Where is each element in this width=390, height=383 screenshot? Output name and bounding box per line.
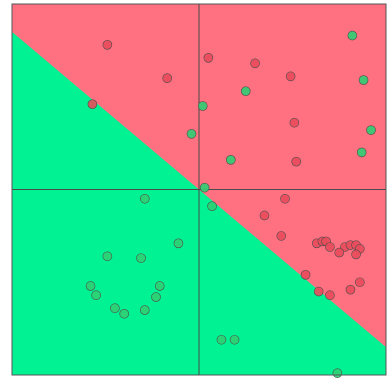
red-data-point (355, 277, 365, 288)
green-data-point (139, 305, 150, 315)
red-data-point (325, 242, 335, 252)
red-data-point (291, 156, 302, 167)
green-data-point (102, 251, 113, 262)
red-data-point (285, 71, 296, 82)
scatter-points (85, 30, 376, 378)
green-data-point (199, 182, 210, 193)
green-data-point (197, 101, 208, 111)
green-data-point (240, 86, 251, 96)
green-data-point (186, 129, 197, 139)
red-data-point (250, 58, 260, 69)
green-data-point (154, 281, 165, 291)
plot-border (11, 3, 387, 376)
green-data-point (347, 30, 358, 41)
green-data-point (332, 368, 343, 378)
red-data-point (300, 270, 311, 280)
red-data-point (162, 73, 173, 83)
green-data-point (119, 308, 129, 319)
red-data-point (102, 40, 113, 50)
green-data-point (358, 75, 369, 85)
axis-lines (12, 4, 386, 375)
red-data-point (345, 284, 356, 295)
green-data-point (207, 201, 217, 211)
green-data-point (225, 155, 236, 165)
green-data-point (136, 253, 146, 263)
green-data-point (229, 334, 240, 345)
red-data-point (351, 249, 361, 260)
red-data-point (203, 52, 214, 63)
red-data-point (280, 193, 290, 204)
red-data-point (334, 247, 345, 258)
green-data-point (85, 281, 96, 291)
green-data-point (216, 334, 227, 345)
red-data-point (289, 117, 300, 128)
red-data-point (259, 210, 270, 221)
green-data-point (366, 125, 376, 135)
green-data-point (139, 193, 150, 204)
green-data-point (151, 292, 161, 302)
red-data-point (325, 290, 335, 301)
green-data-point (91, 290, 101, 301)
green-data-point (173, 238, 184, 249)
red-data-point (87, 99, 98, 109)
green-data-point (356, 147, 367, 158)
green-data-point (110, 303, 120, 314)
red-data-point (276, 231, 287, 241)
red-data-point (313, 286, 324, 297)
